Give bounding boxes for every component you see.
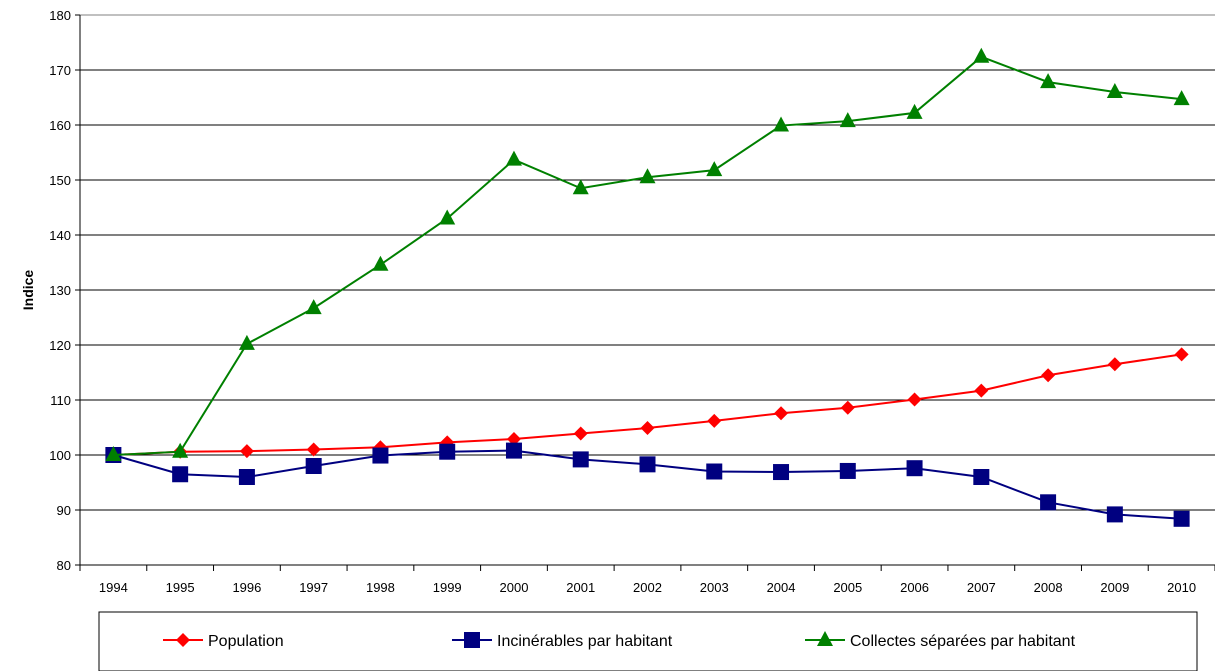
data-point <box>506 432 521 447</box>
data-point <box>439 443 456 460</box>
y-tick-label: 170 <box>49 63 71 78</box>
data-point <box>505 150 522 166</box>
data-point <box>707 413 722 428</box>
data-point <box>1106 506 1123 523</box>
data-point <box>573 426 588 441</box>
x-tick-label: 1998 <box>366 580 395 595</box>
data-point <box>1173 90 1190 106</box>
legend-item: Incinérables par habitant <box>452 632 673 650</box>
x-tick-label: 1997 <box>299 580 328 595</box>
x-tick-label: 2002 <box>633 580 662 595</box>
series-layer <box>105 47 1190 527</box>
data-point <box>774 406 789 421</box>
x-tick-label: 1996 <box>232 580 261 595</box>
y-tick-label: 100 <box>49 448 71 463</box>
x-tick-label: 2008 <box>1034 580 1063 595</box>
y-tick-label: 80 <box>57 558 71 573</box>
data-point <box>305 299 322 315</box>
data-point <box>1174 347 1189 362</box>
data-point <box>1040 73 1057 89</box>
x-tick-label: 1995 <box>166 580 195 595</box>
data-point <box>839 112 856 128</box>
legend-label: Collectes séparées par habitant <box>850 633 1076 650</box>
series-line <box>113 55 1182 456</box>
data-point <box>706 161 723 177</box>
data-point <box>1173 510 1190 527</box>
data-point <box>1107 357 1122 372</box>
x-tick-label: 2003 <box>700 580 729 595</box>
x-tick-label: 2005 <box>833 580 862 595</box>
data-point <box>974 383 989 398</box>
legend-item: Population <box>163 633 284 650</box>
data-point <box>839 462 856 479</box>
x-tick-label: 2001 <box>566 580 595 595</box>
data-point <box>172 442 189 458</box>
x-axis-ticks: 1994 1995 1996 1997 1998 1999 2000 2001 2002 2003… <box>79 565 1215 595</box>
legend-marker <box>176 633 190 647</box>
data-point <box>639 168 656 184</box>
data-point <box>973 469 990 485</box>
data-point <box>706 463 723 480</box>
y-tick-label: 130 <box>49 283 71 298</box>
data-point <box>572 179 589 195</box>
data-point <box>1106 83 1123 98</box>
series-1 <box>105 442 1190 527</box>
data-point <box>172 466 189 483</box>
data-point <box>773 116 790 132</box>
data-point <box>773 464 790 481</box>
data-point <box>372 447 389 464</box>
legend: Population Incinérables par habitant Colle… <box>98 611 1198 671</box>
y-tick-label: 140 <box>49 228 71 243</box>
data-point <box>1041 368 1056 383</box>
series-0 <box>106 347 1189 462</box>
data-point <box>1040 494 1057 511</box>
x-tick-label: 2010 <box>1167 580 1196 595</box>
legend-marker <box>817 631 833 646</box>
data-point <box>840 400 855 415</box>
data-point <box>640 421 655 436</box>
y-tick-label: 150 <box>49 173 71 188</box>
y-tick-label: 110 <box>50 393 71 408</box>
series-2 <box>105 47 1190 461</box>
legend-label: Incinérables par habitant <box>497 633 673 650</box>
y-tick-label: 120 <box>49 338 71 353</box>
y-tick-label: 180 <box>49 8 71 23</box>
x-tick-label: 2009 <box>1100 580 1129 595</box>
x-tick-label: 2007 <box>967 580 996 595</box>
legend-label: Population <box>208 633 284 650</box>
legend-item: Collectes séparées par habitant <box>805 631 1076 650</box>
data-point <box>305 458 322 474</box>
x-tick-label: 2000 <box>500 580 529 595</box>
data-point <box>105 446 122 461</box>
data-point <box>306 442 321 457</box>
x-tick-label: 2004 <box>767 580 796 595</box>
y-tick-label: 90 <box>57 503 71 518</box>
data-point <box>239 444 254 459</box>
data-point <box>907 392 922 407</box>
data-point <box>973 47 990 63</box>
data-point <box>238 334 255 350</box>
legend-box <box>98 611 1198 671</box>
data-point <box>238 469 255 485</box>
gridlines <box>80 69 1215 511</box>
data-point <box>372 255 389 271</box>
legend-marker <box>464 632 480 648</box>
y-axis-ticks: 80 90 100 110 120 130 140 150 160 170 180 <box>49 8 80 573</box>
y-axis-label: Indice <box>20 270 36 311</box>
x-tick-label: 1994 <box>99 580 128 595</box>
data-point <box>906 103 923 119</box>
y-tick-label: 160 <box>49 118 71 133</box>
data-point <box>505 442 522 459</box>
x-tick-label: 2006 <box>900 580 929 595</box>
data-point <box>439 209 456 225</box>
x-tick-label: 1999 <box>433 580 462 595</box>
data-point <box>906 460 923 477</box>
data-point <box>639 456 656 473</box>
series-line <box>113 353 1182 456</box>
data-point <box>572 451 589 468</box>
